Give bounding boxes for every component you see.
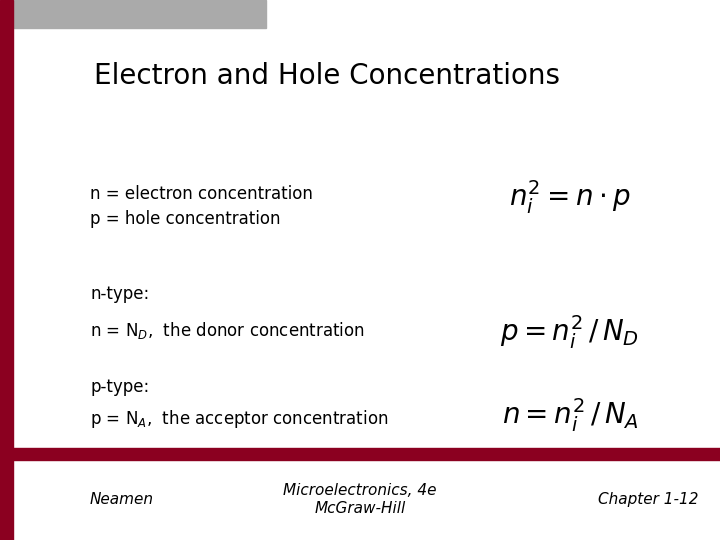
Text: Neamen: Neamen — [90, 492, 154, 507]
Text: Chapter 1-12: Chapter 1-12 — [598, 492, 698, 507]
Text: n = N$_D$,  the donor concentration: n = N$_D$, the donor concentration — [90, 320, 365, 341]
Text: n = electron concentration: n = electron concentration — [90, 185, 313, 203]
Text: $n_i^2 = n \cdot p$: $n_i^2 = n \cdot p$ — [509, 178, 631, 216]
Text: Microelectronics, 4e
McGraw-Hill: Microelectronics, 4e McGraw-Hill — [283, 483, 437, 516]
Text: p-type:: p-type: — [90, 378, 149, 396]
Text: n-type:: n-type: — [90, 285, 149, 303]
Text: $n = n_i^2 \,/\, N_A$: $n = n_i^2 \,/\, N_A$ — [502, 396, 639, 434]
Text: p = N$_A$,  the acceptor concentration: p = N$_A$, the acceptor concentration — [90, 408, 388, 430]
Text: $p = n_i^2 \,/\, N_D$: $p = n_i^2 \,/\, N_D$ — [500, 313, 639, 351]
Text: Electron and Hole Concentrations: Electron and Hole Concentrations — [94, 62, 559, 90]
Text: p = hole concentration: p = hole concentration — [90, 210, 281, 228]
